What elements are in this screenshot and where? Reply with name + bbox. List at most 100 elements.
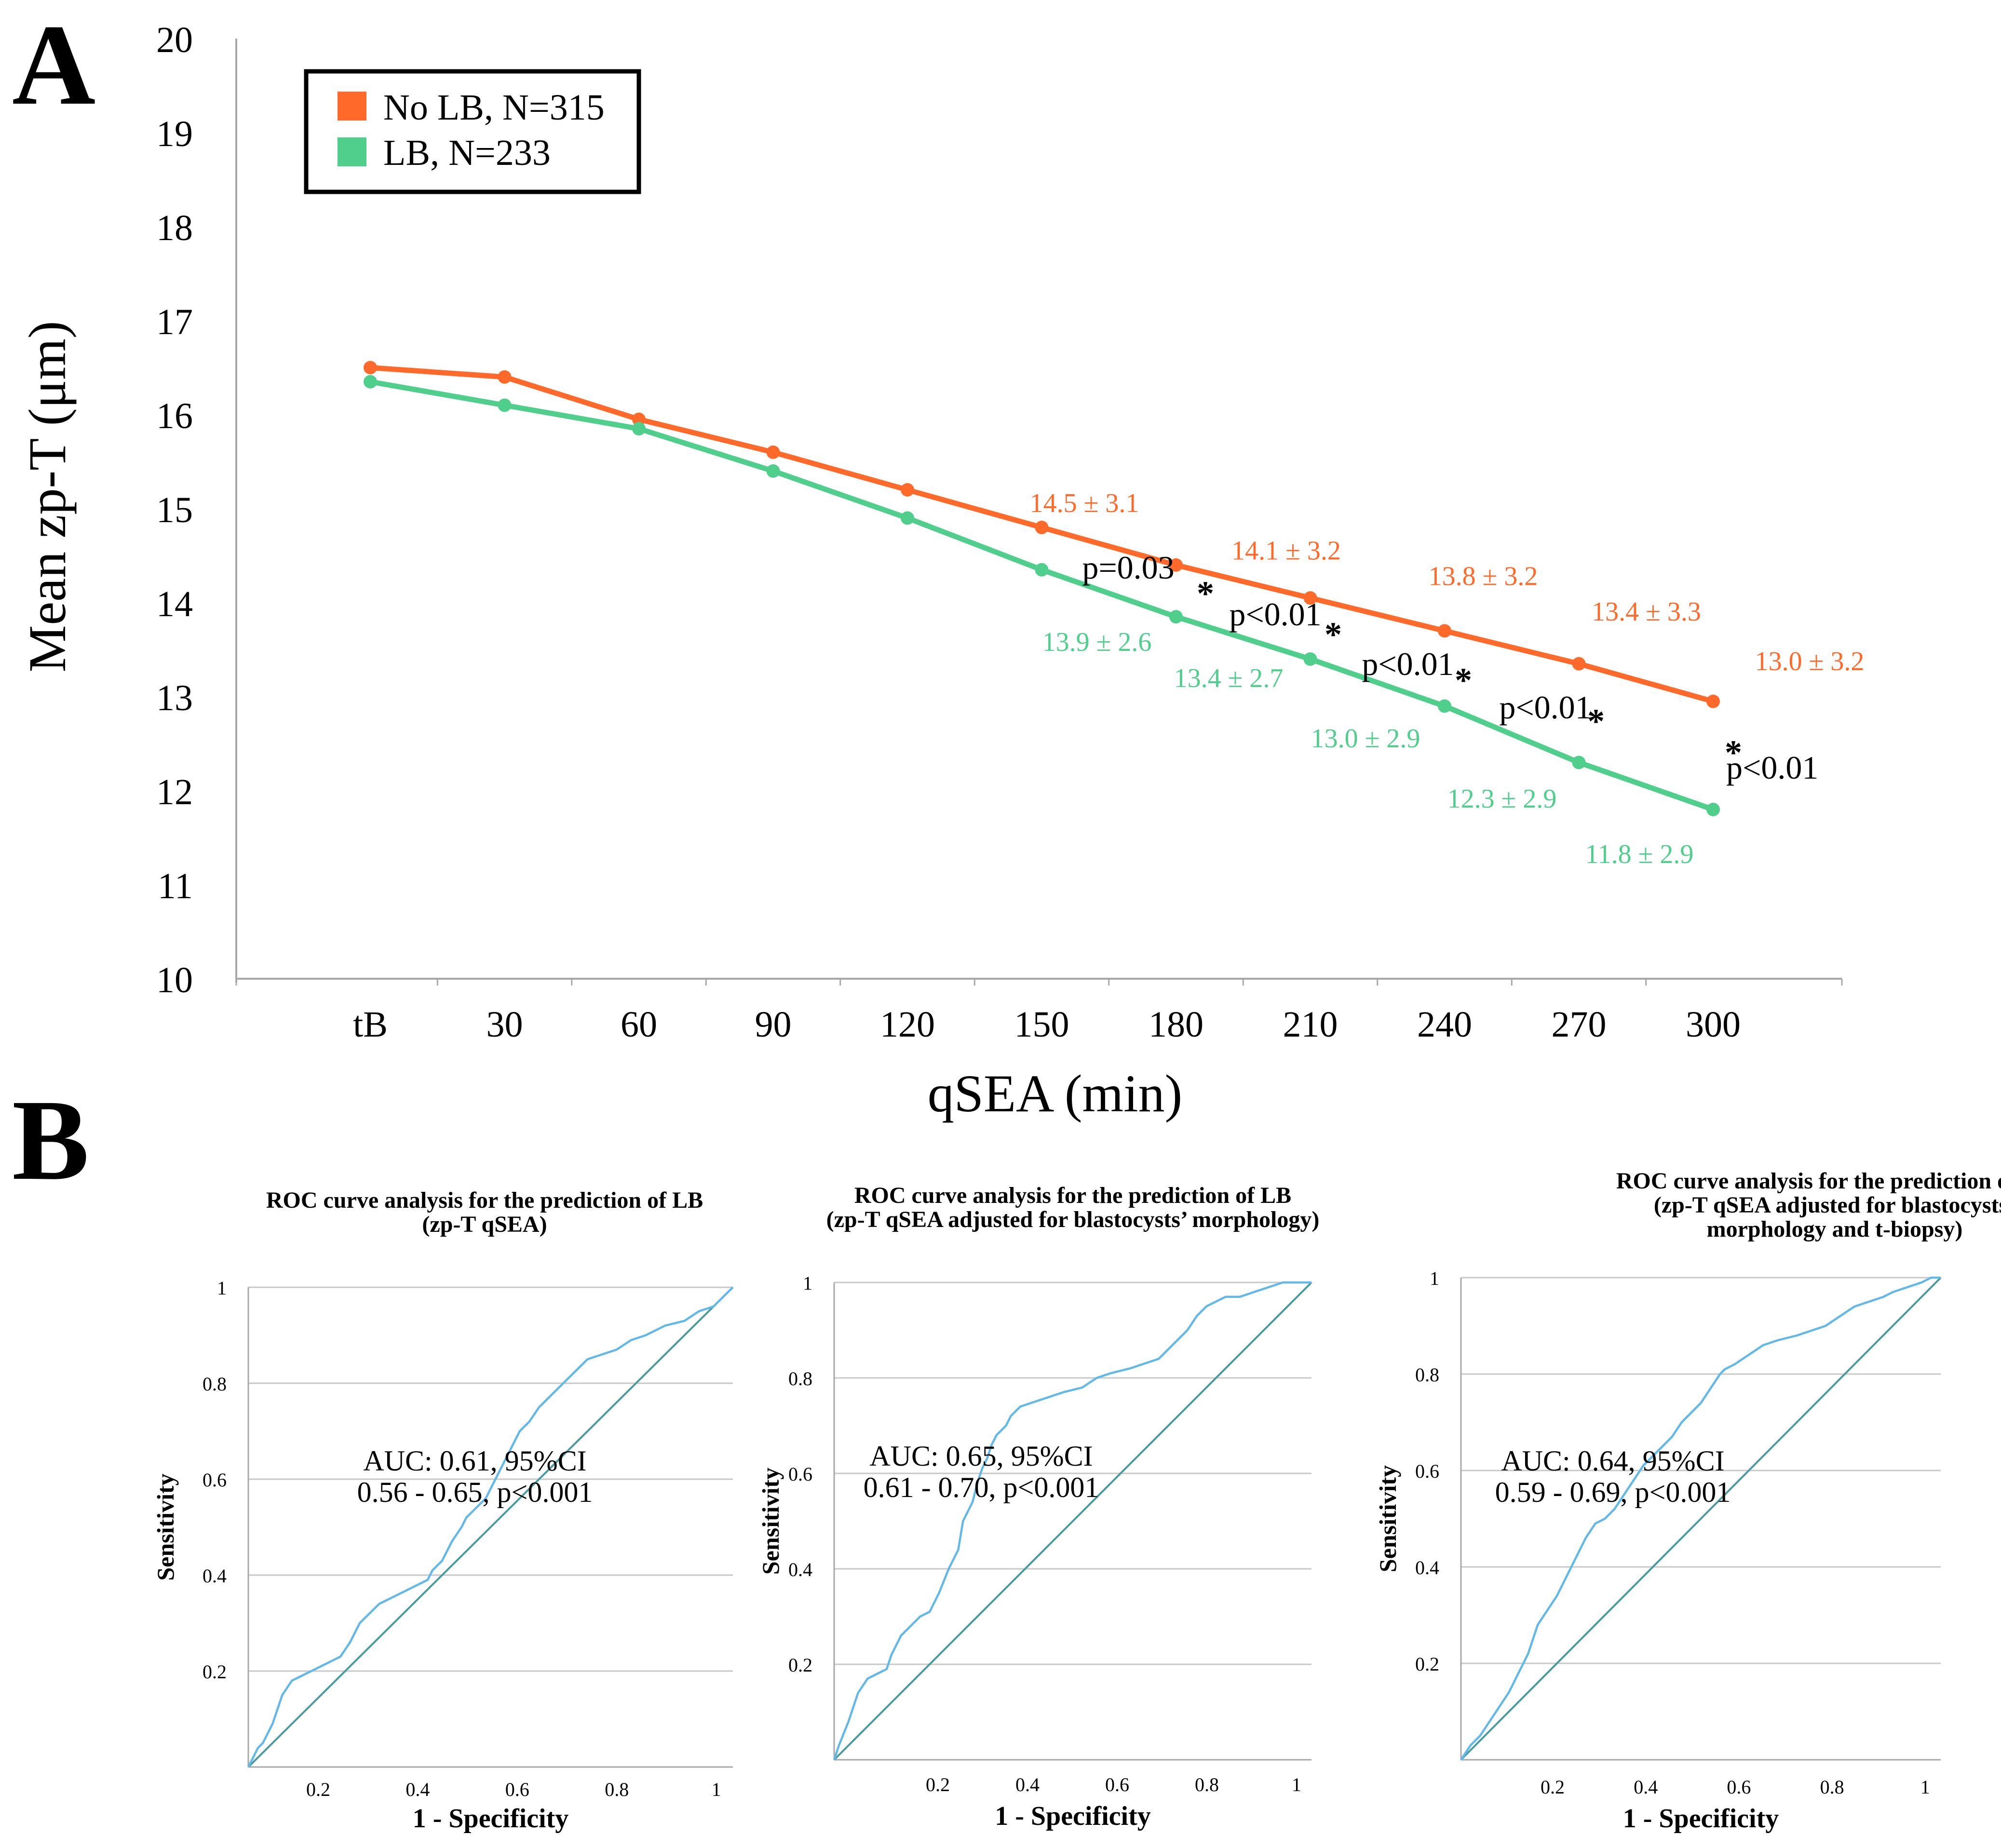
y-tick-label: 15 <box>156 490 193 530</box>
data-point-lb <box>1169 610 1183 624</box>
panel-b-letter: B <box>12 1076 89 1204</box>
roc-x-tick-label: 0.4 <box>1634 1776 1658 1798</box>
panel-a-letter: A <box>12 0 95 129</box>
roc-y-tick-label: 0.2 <box>203 1661 227 1683</box>
data-point-no-lb <box>1169 558 1183 572</box>
panel-a-annotations: 14.5 ± 3.1 14.1 ± 3.2 13.8 ± 3.2 13.4 ± 3.3… <box>1030 488 1865 869</box>
x-tick-label: 300 <box>1686 1004 1741 1045</box>
x-tick-label: 240 <box>1417 1004 1472 1045</box>
data-point-lb <box>1706 803 1720 816</box>
series-line-lb <box>370 379 1714 812</box>
roc-x-tick-label: 0.6 <box>1105 1774 1129 1795</box>
roc-reference-line <box>247 1286 734 1768</box>
roc-y-tick-label: 0.4 <box>1415 1557 1439 1578</box>
y-tick-label: 17 <box>156 302 193 342</box>
significance-star: * <box>1587 702 1605 741</box>
roc-y-axis-label: Sensitivity <box>1374 1465 1401 1572</box>
lb-value-label: 12.3 ± 2.9 <box>1447 784 1557 814</box>
data-point-lb <box>766 464 780 478</box>
roc-x-tick-label: 0.2 <box>1541 1776 1565 1798</box>
panel-b: B ROC curve analysis for the prediction … <box>12 1076 2001 1834</box>
panel-a-legend: No LB, N=315 LB, N=233 <box>304 69 641 194</box>
data-point-lb <box>632 422 646 436</box>
x-tick-label: 90 <box>755 1004 792 1045</box>
legend-label-no-lb: No LB, N=315 <box>383 87 605 128</box>
roc-x-tick-label: 1 <box>712 1779 721 1800</box>
roc-y-tick-label: 0.2 <box>788 1654 812 1676</box>
lb-value-label: 11.8 ± 2.9 <box>1585 839 1694 869</box>
significance-star: * <box>1197 574 1214 613</box>
data-point-no-lb <box>632 412 646 426</box>
roc-x-tick-label: 0.2 <box>306 1779 330 1800</box>
roc-y-axis-label: Sensitivity <box>152 1473 179 1580</box>
x-tick-label: 120 <box>880 1004 935 1045</box>
y-tick-label: 11 <box>158 866 193 906</box>
y-tick-label: 20 <box>156 20 193 60</box>
roc-y-tick-label: 0.6 <box>1415 1460 1439 1482</box>
data-point-no-lb <box>1572 657 1586 671</box>
panel-a-y-axis-label: Mean zp-T (μm) <box>18 321 77 673</box>
y-tick-label: 19 <box>156 114 193 154</box>
roc-auc-annotation: AUC: 0.64, 95%CI <box>1501 1445 1724 1477</box>
data-point-lb <box>364 375 377 389</box>
roc-title-line: ROC curve analysis for the prediction of… <box>854 1183 1291 1208</box>
roc-y-tick-label: 1 <box>1430 1268 1439 1289</box>
legend-swatch-no-lb <box>338 92 366 121</box>
no-lb-value-label: 13.4 ± 3.3 <box>1592 597 1701 627</box>
roc-y-tick-label: 0.6 <box>788 1463 812 1485</box>
roc-chart-1: ROC curve analysis for the prediction of… <box>152 1187 734 1834</box>
roc-x-tick-label: 0.8 <box>605 1779 629 1800</box>
panel-a-series <box>364 361 1720 816</box>
y-tick-label: 18 <box>156 208 193 248</box>
roc-x-axis-label: 1 - Specificity <box>1623 1804 1779 1834</box>
roc-y-tick-label: 0.8 <box>788 1368 812 1389</box>
x-tick-label: 210 <box>1283 1004 1338 1045</box>
roc-curve <box>1460 1276 1941 1761</box>
data-point-no-lb <box>1303 591 1317 605</box>
significance-star: * <box>1455 661 1472 700</box>
data-point-lb <box>1572 755 1586 769</box>
roc-x-tick-label: 0.8 <box>1820 1776 1844 1798</box>
no-lb-value-label: 14.5 ± 3.1 <box>1030 488 1139 518</box>
roc-y-tick-label: 1 <box>217 1277 227 1299</box>
roc-x-tick-label: 1 <box>1920 1776 1930 1798</box>
p-value-label: p<0.01 <box>1229 596 1321 633</box>
significance-star: * <box>1325 615 1342 654</box>
roc-x-tick-label: 0.4 <box>406 1779 430 1800</box>
x-tick-label: 180 <box>1149 1004 1203 1045</box>
roc-auc-annotation: AUC: 0.61, 95%CI <box>363 1445 586 1477</box>
x-tick-label: 60 <box>621 1004 657 1045</box>
roc-x-tick-label: 0.4 <box>1015 1774 1040 1795</box>
roc-title-line: ROC curve analysis for the prediction of… <box>266 1187 703 1213</box>
data-point-no-lb <box>1438 624 1451 638</box>
legend-label-lb: LB, N=233 <box>383 133 551 173</box>
data-point-no-lb <box>766 445 780 459</box>
roc-title-line: (zp-T qSEA) <box>422 1212 547 1237</box>
x-tick-label: 30 <box>487 1004 523 1045</box>
y-tick-label: 14 <box>156 584 193 624</box>
x-tick-label: tB <box>353 1004 388 1045</box>
data-point-lb <box>901 511 914 525</box>
data-point-lb <box>498 398 512 412</box>
roc-title-line: morphology and t-biopsy) <box>1707 1216 1963 1242</box>
roc-x-axis-label: 1 - Specificity <box>413 1804 568 1834</box>
roc-auc-annotation: 0.59 - 0.69, p<0.001 <box>1495 1476 1731 1508</box>
roc-y-tick-label: 0.4 <box>788 1559 812 1580</box>
panel-a-x-axis-label: qSEA (min) <box>928 1064 1183 1123</box>
data-point-lb <box>1303 652 1317 666</box>
roc-x-axis-label: 1 - Specificity <box>995 1801 1150 1831</box>
lb-value-label: 13.4 ± 2.7 <box>1174 663 1284 693</box>
roc-curve <box>247 1286 734 1768</box>
x-tick-label: 270 <box>1552 1004 1607 1045</box>
data-point-no-lb <box>364 361 377 375</box>
significance-star: * <box>1725 733 1742 772</box>
x-tick-label: 150 <box>1014 1004 1069 1045</box>
no-lb-value-label: 13.0 ± 3.2 <box>1755 647 1865 676</box>
roc-title-line: (zp-T qSEA adjusted for blastocysts’ <box>1654 1192 2001 1218</box>
legend-swatch-lb <box>338 137 366 166</box>
no-lb-value-label: 14.1 ± 3.2 <box>1231 536 1341 566</box>
p-value-label: p=0.03 <box>1082 549 1174 586</box>
roc-y-axis-label: Sensitivity <box>757 1468 784 1575</box>
roc-x-tick-label: 0.6 <box>505 1779 529 1800</box>
